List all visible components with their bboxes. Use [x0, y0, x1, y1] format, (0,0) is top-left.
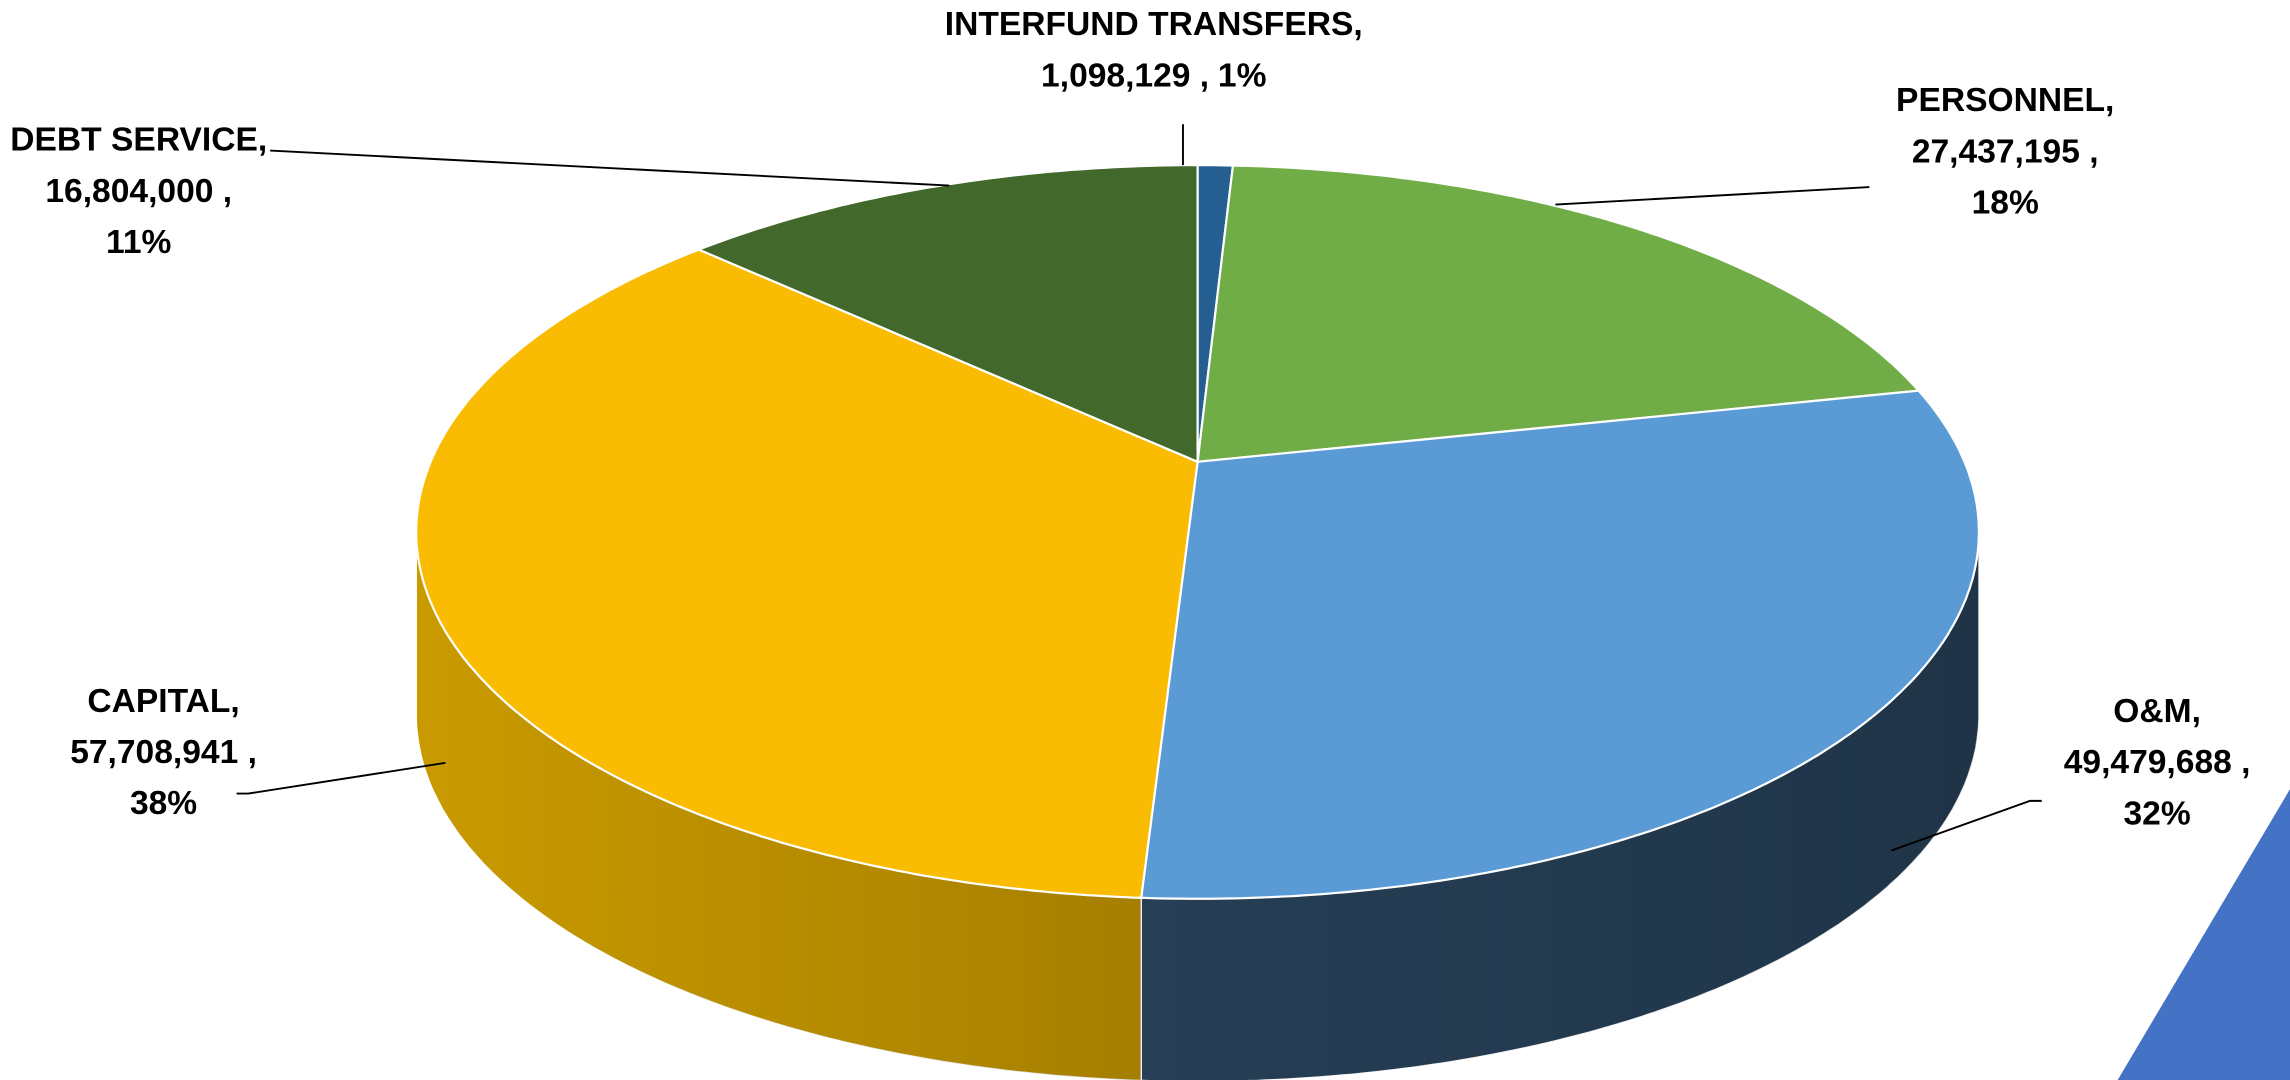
pie-tops: [415, 164, 1981, 900]
value-label: 57,708,941 ,: [70, 734, 257, 771]
category-label: PERSONNEL,: [1896, 82, 2114, 119]
leader-line: [1555, 186, 1870, 206]
category-label: INTERFUND TRANSFERS,: [945, 6, 1363, 43]
leader-lines: [236, 124, 2042, 852]
category-label: CAPITAL,: [87, 683, 239, 720]
percent-label: 32%: [2123, 795, 2190, 832]
corner-decoration: [2117, 789, 2290, 1080]
category-label: DEBT SERVICE,: [10, 122, 267, 159]
value-label: 16,804,000 ,: [45, 173, 232, 210]
pie-sides: [415, 531, 1980, 1080]
pie-slice: [1139, 389, 1981, 900]
percent-label: 1%: [1218, 57, 1267, 94]
pie-side-shade: [416, 531, 1142, 1080]
leader-line: [236, 761, 446, 795]
percent-label: 11%: [106, 224, 171, 261]
value-label: 27,437,195 ,: [1912, 133, 2099, 170]
value-label: 1,098,129 , 1%: [1041, 57, 1266, 94]
value-label: 49,479,688 ,: [2064, 744, 2251, 781]
leader-line: [1890, 799, 2042, 852]
value-label-number: 1,098,129 ,: [1041, 57, 1209, 94]
pie-slice: [695, 164, 1199, 464]
pie-slice: [415, 248, 1199, 899]
pie-side-shade: [1141, 531, 1979, 1080]
category-label: O&M,: [2113, 693, 2201, 730]
data-labels: INTERFUND TRANSFERS, 1,098,129 , 1% PERSONN…: [10, 6, 2250, 832]
pie-slice: [1196, 164, 1921, 464]
percent-label: 18%: [1972, 184, 2039, 221]
leader-line: [270, 149, 950, 187]
percent-label: 38%: [130, 785, 197, 822]
